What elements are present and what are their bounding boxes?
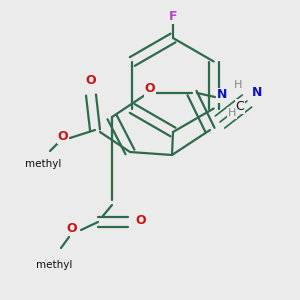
Text: O: O [136,214,146,226]
Text: O: O [67,221,77,235]
Text: N: N [217,88,227,101]
Text: methyl: methyl [36,260,72,270]
Text: F: F [169,10,177,22]
Text: O: O [86,74,96,88]
Text: O: O [145,82,155,95]
Text: C: C [236,100,244,112]
Text: O: O [58,130,68,142]
Text: H: H [234,80,242,90]
Text: methyl: methyl [25,159,61,169]
Text: H: H [228,108,236,118]
Text: N: N [252,86,262,100]
